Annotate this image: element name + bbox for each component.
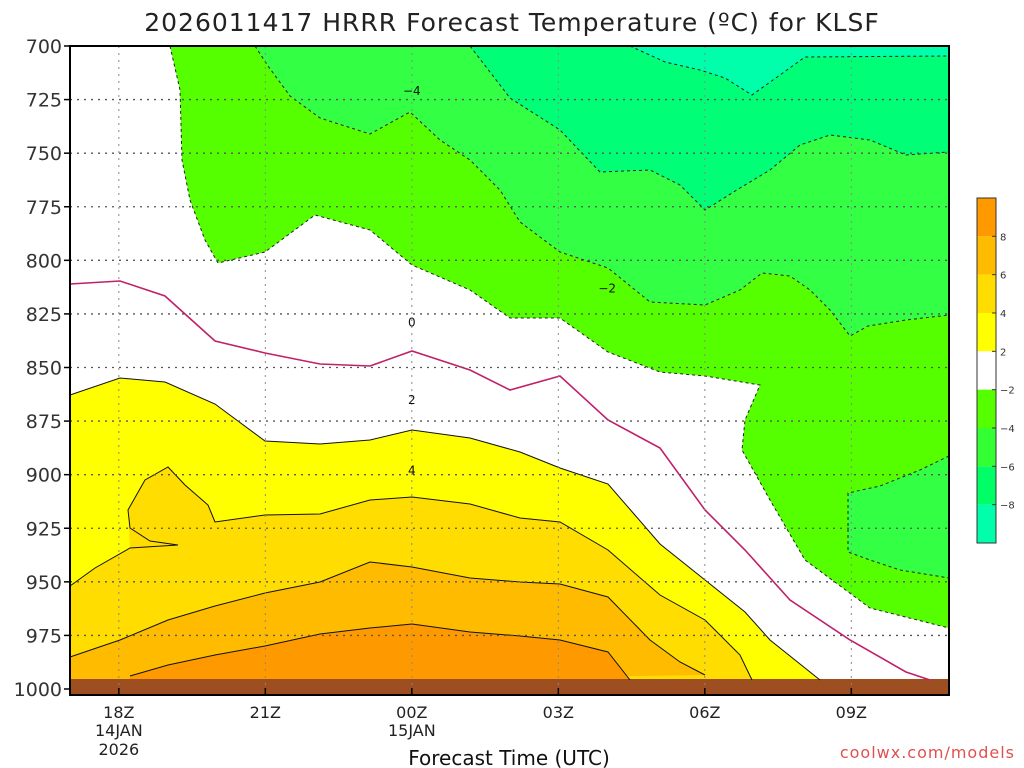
colorbar-swatch	[977, 428, 996, 467]
y-tick-label: 925	[26, 518, 62, 540]
region-minus-2-to-minus-4	[170, 46, 949, 628]
x-tick-label: 21Z	[250, 703, 281, 722]
colorbar-tick-label: 6	[1000, 271, 1006, 282]
x-axis-label: Forecast Time (UTC)	[408, 746, 610, 768]
contour-8	[129, 623, 631, 681]
y-tick-label: 725	[26, 90, 62, 112]
x-tick-year: 2026	[98, 740, 139, 759]
y-tick-label: 750	[26, 143, 62, 165]
colorbar-frame	[976, 197, 997, 544]
x-tick-date: 14JAN	[95, 721, 143, 740]
contour-minus-2	[169, 45, 950, 629]
y-tick-label: 900	[26, 465, 62, 487]
colorbar-tick-label: −8	[1000, 501, 1015, 512]
colorbar-tick-label: −4	[1000, 424, 1015, 435]
contour-label: 0	[408, 316, 416, 330]
colorbar-tick-label: 4	[1000, 309, 1006, 320]
ground-band	[70, 679, 949, 695]
plot-frame	[69, 45, 950, 696]
x-tick-label: 03Z	[543, 703, 574, 722]
x-tick-label: 00Z	[396, 703, 427, 722]
region-minus-4-pocket	[848, 456, 949, 578]
x-tick-label: 09Z	[836, 703, 867, 722]
contour-4	[69, 466, 753, 681]
x-tick-label: 06Z	[689, 703, 720, 722]
contour-label: 2	[408, 393, 416, 407]
region-minus-6-to-minus-8	[470, 46, 949, 210]
colorbar-swatch	[977, 351, 996, 390]
contour-minus-6	[469, 45, 950, 211]
y-tick-label: 800	[26, 250, 62, 272]
contour-minus-4-pocket	[847, 455, 950, 579]
contour-lines	[69, 45, 950, 681]
contour-minus-8	[629, 45, 950, 96]
region-minus-8-to-minus-10	[630, 46, 949, 95]
credit-text: coolwx.com/models	[840, 743, 1015, 762]
chart-title: 2026011417 HRRR Forecast Temperature (ºC…	[144, 8, 880, 37]
y-tick-label: 850	[26, 358, 62, 380]
colorbar-tick-label: −6	[1000, 462, 1015, 473]
colorbar: 8 6 4 2 −2 −4 −6 −8	[976, 197, 1015, 544]
contour-labels: −4 −2 0 2 4	[403, 84, 616, 477]
region-8-to-10	[130, 624, 630, 682]
y-tick-label: 875	[26, 411, 62, 433]
colorbar-tick-label: −2	[1000, 386, 1015, 397]
x-tick-date: 15JAN	[388, 721, 436, 740]
colorbar-swatch	[977, 389, 996, 428]
contour-6	[69, 561, 706, 676]
contour-label: 4	[408, 464, 416, 478]
x-tick-label: 18Z	[103, 703, 134, 722]
colorbar-swatch	[977, 504, 996, 543]
contour-label: −4	[403, 84, 421, 98]
y-tick-label: 700	[26, 36, 62, 58]
colorbar-swatch	[977, 466, 996, 505]
colorbar-tick-label: 8	[1000, 232, 1006, 243]
y-axis: 700 725 750 775 800 825 850 875 900 925 950 975 1000	[14, 36, 70, 701]
colorbar-swatch	[977, 236, 996, 275]
contour-minus-4	[254, 45, 950, 337]
colorbar-swatch	[977, 313, 996, 352]
contour-zero	[69, 280, 931, 681]
contour-fills	[70, 46, 949, 695]
colorbar-tick-label: 2	[1000, 347, 1006, 358]
contour-2	[69, 377, 821, 681]
y-tick-label: 950	[26, 572, 62, 594]
y-tick-label: 825	[26, 304, 62, 326]
colorbar-swatch	[977, 198, 996, 237]
colorbar-swatch	[977, 274, 996, 313]
y-tick-label: 975	[26, 625, 62, 647]
y-tick-label: 775	[26, 197, 62, 219]
y-tick-label: 1000	[14, 679, 62, 701]
contour-label: −2	[598, 281, 616, 295]
